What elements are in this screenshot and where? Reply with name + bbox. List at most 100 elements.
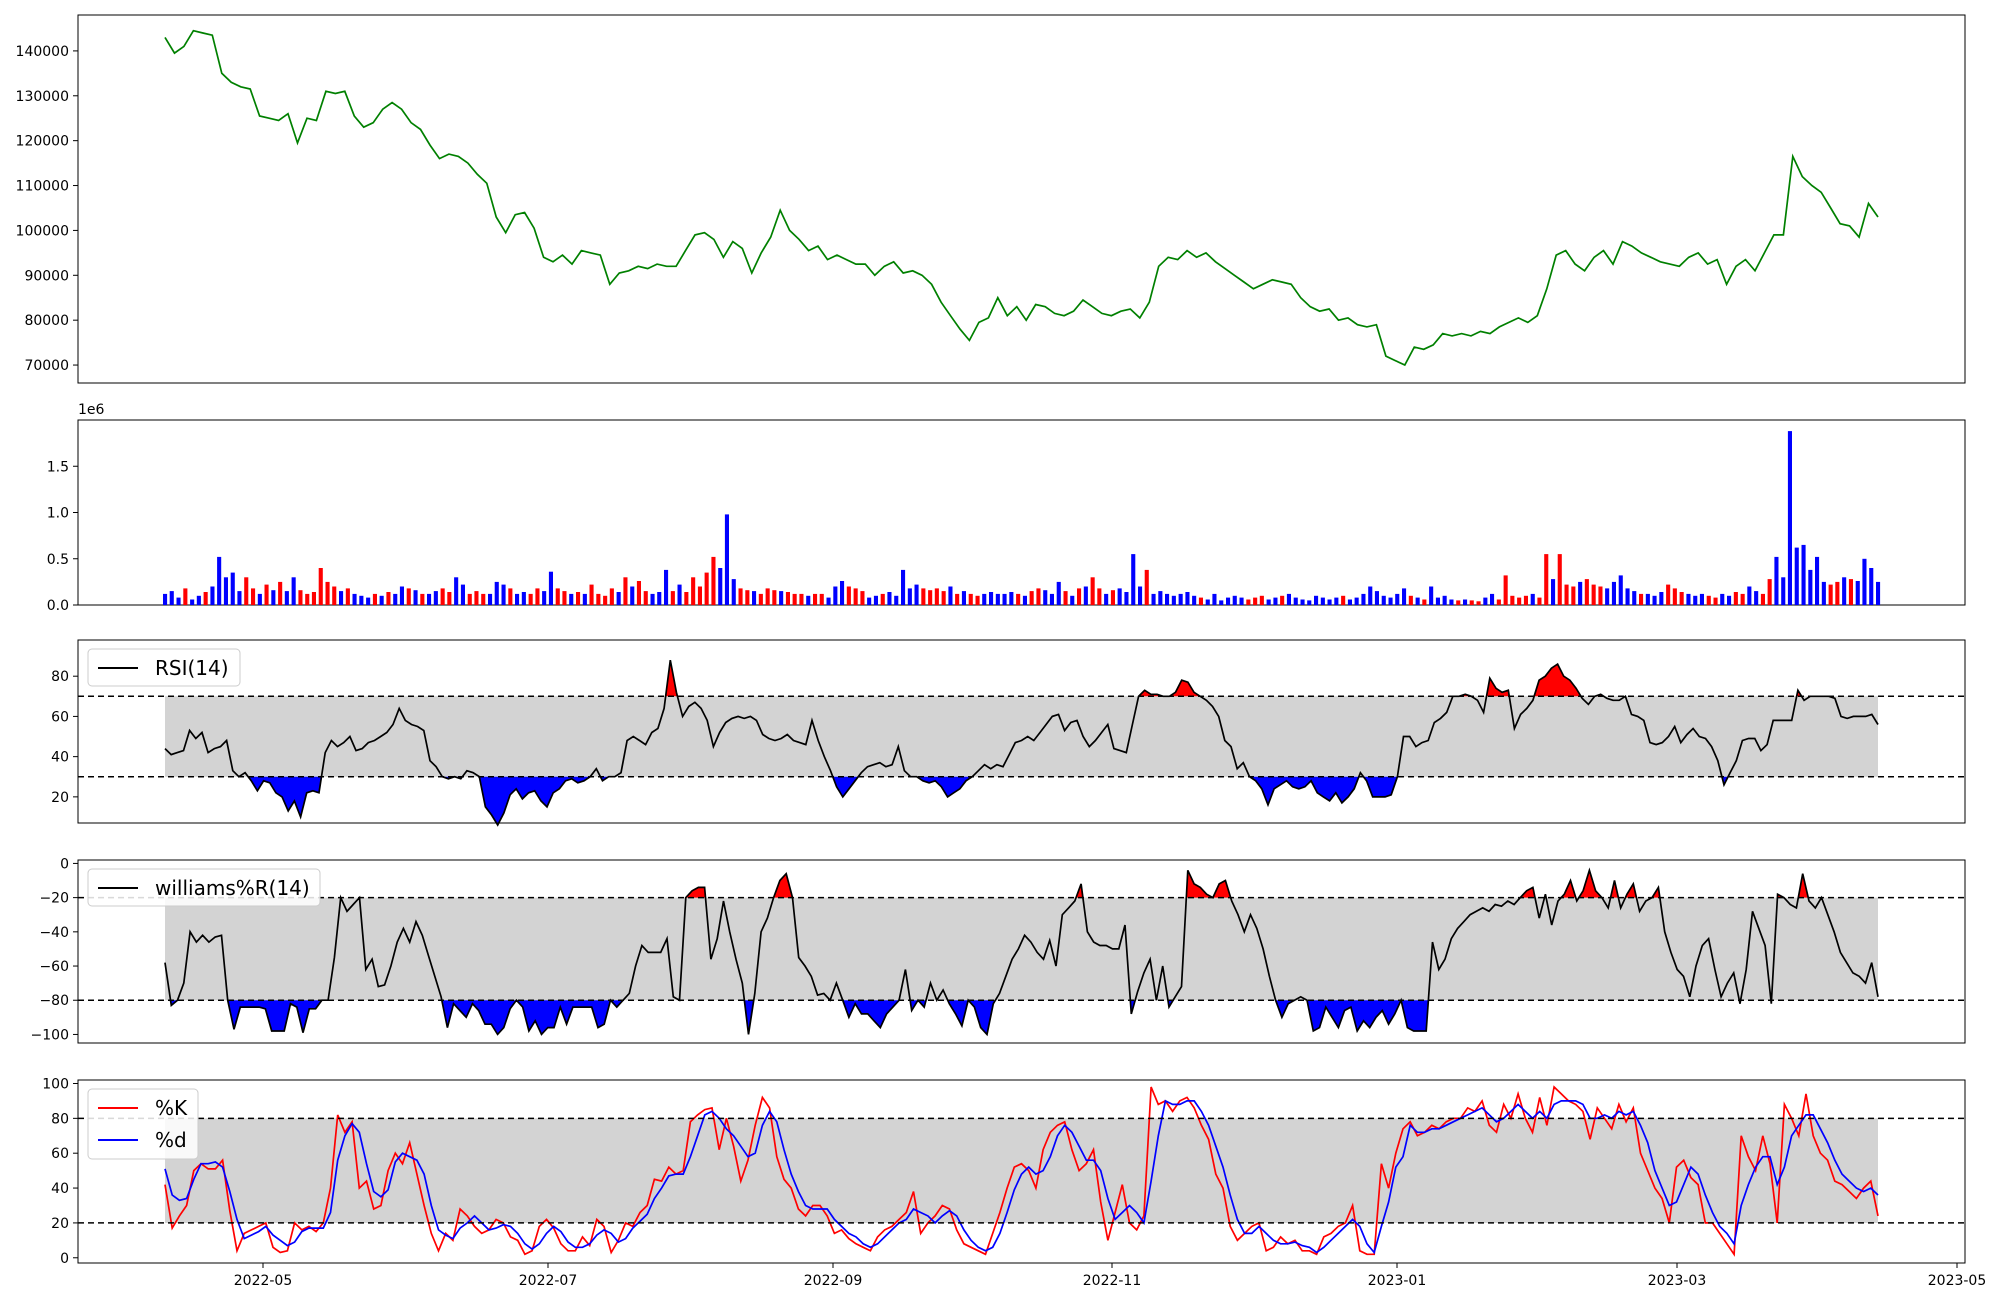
volume-bar xyxy=(1293,597,1298,605)
volume-bar xyxy=(1300,599,1305,605)
volume-bar xyxy=(989,592,994,605)
volume-bar xyxy=(657,592,662,605)
volume-bar xyxy=(846,586,851,605)
volume-bar xyxy=(1754,591,1759,605)
volume-bar xyxy=(183,588,188,605)
volume-bar xyxy=(603,595,608,606)
volume-frame xyxy=(77,419,1966,606)
volume-bar xyxy=(1848,579,1853,605)
volume-bar xyxy=(488,593,493,605)
volume-bar xyxy=(1591,584,1596,605)
volume-bar xyxy=(582,593,587,605)
volume-bar xyxy=(1002,593,1007,605)
volume-bar xyxy=(752,591,757,605)
volume-bar xyxy=(819,593,824,605)
volume-bar xyxy=(995,593,1000,605)
rsi-overbought-fill xyxy=(1169,680,1201,697)
williams-oversold-fill xyxy=(610,1000,624,1008)
volume-bar xyxy=(1767,579,1772,605)
volume-bar xyxy=(1869,568,1874,605)
volume-bar xyxy=(1063,591,1068,605)
volume-bar xyxy=(914,584,919,605)
volume-bar xyxy=(251,588,256,605)
volume-bar xyxy=(420,593,425,605)
volume-bar xyxy=(1855,581,1860,605)
volume-bar xyxy=(860,591,865,605)
volume-bar xyxy=(190,599,195,605)
volume-bar xyxy=(650,593,655,605)
volume-bar xyxy=(1713,597,1718,605)
volume-bar xyxy=(799,593,804,605)
volume-bar xyxy=(894,595,899,606)
volume-bar xyxy=(1808,569,1813,605)
volume-bar xyxy=(1320,597,1325,605)
x-tick-label: 2023-01 xyxy=(1368,1273,1427,1289)
rsi-line xyxy=(164,659,1879,827)
rsi-overbought-fill xyxy=(665,660,678,697)
x-tick-label: 2022-09 xyxy=(804,1273,863,1289)
williams-overbought-fill xyxy=(1186,870,1213,898)
volume-bar xyxy=(907,588,912,605)
volume-bar xyxy=(1131,554,1136,605)
volume-bar xyxy=(501,584,506,605)
volume-bar xyxy=(454,577,459,606)
volume-bar xyxy=(867,597,872,605)
volume-bar xyxy=(1388,597,1393,605)
volume-bar xyxy=(704,572,709,605)
volume-bar xyxy=(1395,593,1400,605)
volume-bar xyxy=(359,595,364,606)
stochastic-legend-label: %K xyxy=(155,1096,188,1120)
volume-bar xyxy=(1835,581,1840,605)
volume-bar xyxy=(1435,597,1440,605)
williams-oversold-fill xyxy=(516,1000,611,1035)
rsi-oversold-fill xyxy=(248,776,322,817)
volume-bar xyxy=(196,595,201,606)
volume-bar xyxy=(1273,597,1278,605)
volume-bar xyxy=(961,591,966,605)
volume-bar xyxy=(670,591,675,605)
williams-ytick-label: −100 xyxy=(31,1027,69,1043)
volume-bar xyxy=(440,588,445,605)
volume-bar xyxy=(433,591,438,605)
volume-bar xyxy=(779,591,784,605)
volume-bar xyxy=(1286,593,1291,605)
volume-bar xyxy=(1354,597,1359,605)
volume-bar xyxy=(596,593,601,605)
volume-bar xyxy=(806,595,811,606)
volume-bar xyxy=(1699,593,1704,605)
volume-bar xyxy=(1679,592,1684,605)
rsi-legend xyxy=(87,648,241,687)
price-ytick-label: 120000 xyxy=(16,134,69,150)
volume-bar xyxy=(1097,588,1102,605)
volume-bar xyxy=(372,593,377,605)
williams-overbought-fill xyxy=(1578,870,1602,898)
volume-bar xyxy=(1727,595,1732,606)
rsi-legend-label: RSI(14) xyxy=(155,656,229,680)
williams-oversold-fill xyxy=(441,1000,517,1035)
stochastic-frame xyxy=(77,1079,1966,1264)
volume-bar xyxy=(1307,600,1312,605)
volume-bar xyxy=(1158,591,1163,605)
volume-bar xyxy=(521,592,526,605)
williams-overbought-fill xyxy=(1798,873,1809,898)
volume-bar xyxy=(278,581,283,605)
volume-bar xyxy=(1611,581,1616,605)
volume-bar xyxy=(1347,599,1352,605)
price-ytick-label: 80000 xyxy=(24,313,69,329)
volume-bar xyxy=(1198,597,1203,605)
volume-bar xyxy=(968,593,973,605)
volume-bar xyxy=(1341,595,1346,606)
volume-bar xyxy=(731,579,736,605)
volume-bar xyxy=(1828,584,1833,605)
stochastic-ytick-label: 20 xyxy=(51,1216,69,1232)
volume-bar xyxy=(1605,588,1610,605)
volume-bar xyxy=(1584,579,1589,605)
volume-bar xyxy=(1571,586,1576,605)
stochastic-legend xyxy=(87,1088,199,1160)
volume-bar xyxy=(724,514,729,605)
volume-bar xyxy=(718,568,723,605)
volume-bar xyxy=(1246,599,1251,605)
volume-bar xyxy=(1740,593,1745,605)
volume-bar xyxy=(1456,600,1461,605)
